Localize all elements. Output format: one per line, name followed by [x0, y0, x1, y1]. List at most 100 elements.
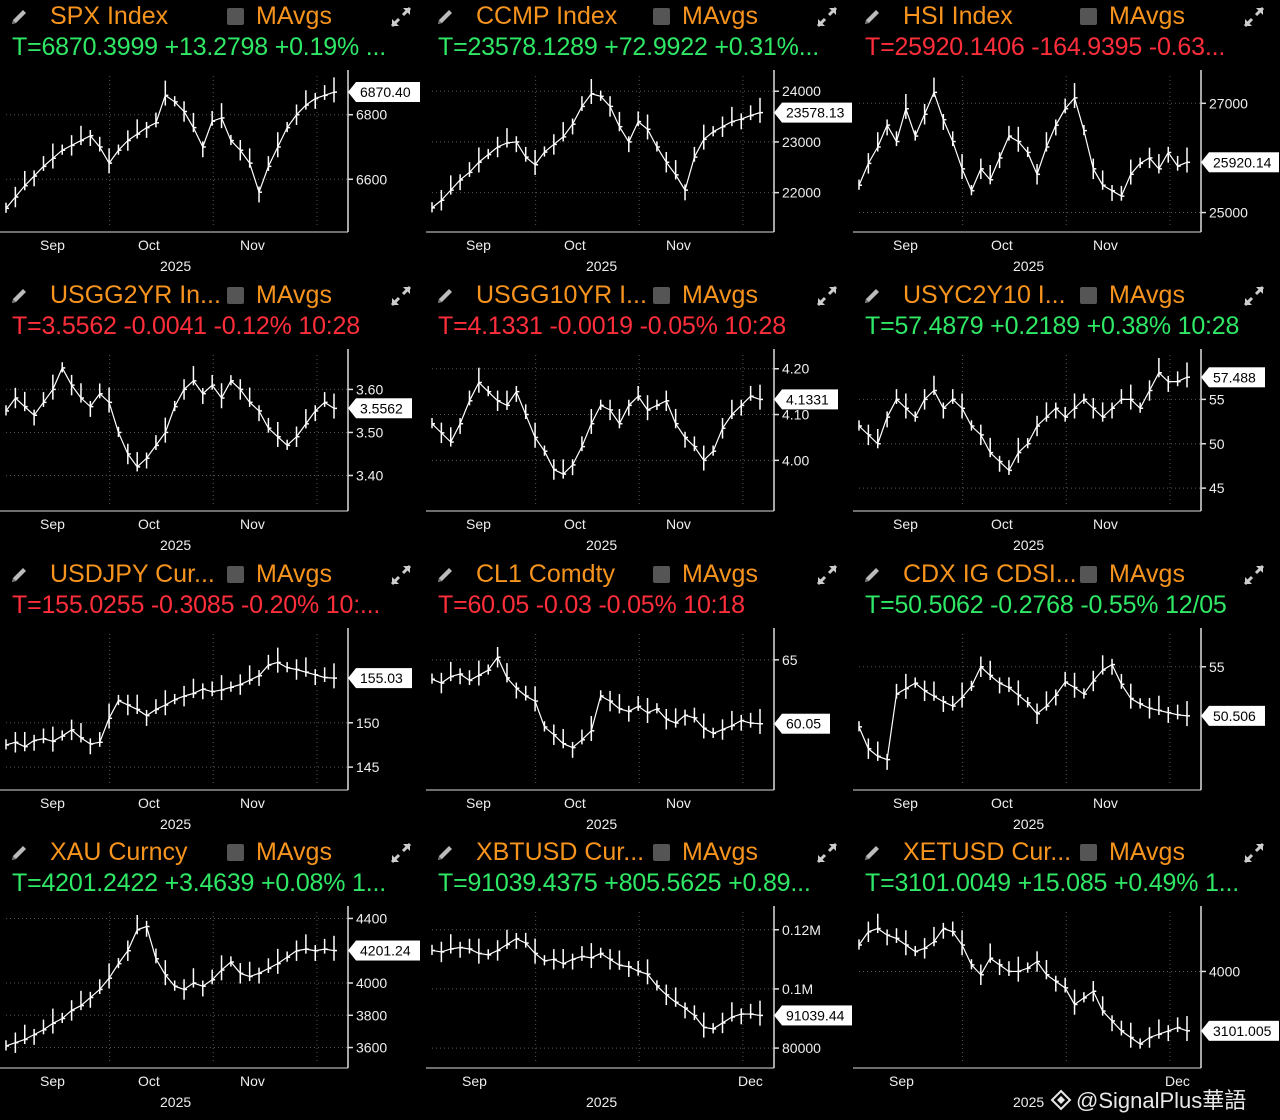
expand-icon[interactable]	[388, 283, 414, 309]
expand-icon[interactable]	[814, 4, 840, 30]
expand-icon[interactable]	[814, 562, 840, 588]
chart-panel[interactable]: CL1 Comdty MAvgs T=60.05 -0.03 -0.05% 10…	[426, 558, 852, 837]
expand-icon[interactable]	[1241, 562, 1267, 588]
mavgs-label[interactable]: MAvgs	[256, 560, 332, 588]
price-chart[interactable]: 4000 3101.005 Sep Dec 2025	[853, 904, 1279, 1115]
last-price-label: 4201.24	[360, 943, 411, 959]
checkbox-icon[interactable]	[227, 844, 244, 861]
price-chart[interactable]: 55 50.506 Sep Oct Nov 2025	[853, 626, 1279, 837]
pencil-icon[interactable]	[434, 842, 456, 864]
price-chart[interactable]: 65 60.05 Sep Oct Nov 2025	[426, 626, 852, 837]
price-marker	[782, 1005, 852, 1026]
pencil-icon[interactable]	[434, 285, 456, 307]
chart-panel[interactable]: XBTUSD Cur... MAvgs T=91039.4375 +805.56…	[426, 836, 852, 1115]
security-title[interactable]: XAU Curncy	[50, 838, 188, 866]
quote-line: T=50.5062 -0.2768 -0.55% 12/05	[865, 591, 1227, 619]
mavgs-label[interactable]: MAvgs	[256, 281, 332, 309]
pencil-icon[interactable]	[8, 564, 30, 586]
mavgs-label[interactable]: MAvgs	[256, 838, 332, 866]
security-title[interactable]: USGG2YR In...	[50, 281, 221, 309]
price-marker	[356, 398, 412, 419]
price-chart[interactable]: 3.60 3.50 3.40 3.5562 Sep Oct Nov 2025	[0, 347, 426, 558]
price-chart[interactable]: 150 145 155.03 Sep Oct Nov 2025	[0, 626, 426, 837]
price-chart[interactable]: 24000 23000 22000 23578.13 Sep Oct Nov 2025	[426, 68, 852, 279]
checkbox-icon[interactable]	[227, 287, 244, 304]
security-title[interactable]: XETUSD Cur...	[903, 838, 1072, 866]
security-title[interactable]: CCMP Index	[476, 2, 618, 30]
quote-line: T=4201.2422 +3.4639 +0.08% 1...	[12, 869, 386, 897]
mavgs-label[interactable]: MAvgs	[682, 2, 758, 30]
mavgs-label[interactable]: MAvgs	[682, 281, 758, 309]
security-title[interactable]: HSI Index	[903, 2, 1013, 30]
security-title[interactable]: SPX Index	[50, 2, 169, 30]
expand-icon[interactable]	[814, 840, 840, 866]
mavgs-label[interactable]: MAvgs	[1109, 2, 1185, 30]
chart-panel[interactable]: USGG10YR I... MAvgs T=4.1331 -0.0019 -0.…	[426, 279, 852, 558]
price-chart[interactable]: 6800 6600 6870.40 Sep Oct Nov 2025	[0, 68, 426, 279]
pencil-icon[interactable]	[8, 285, 30, 307]
x-tick-label: Sep	[893, 516, 918, 532]
security-title[interactable]: XBTUSD Cur...	[476, 838, 645, 866]
mavgs-label[interactable]: MAvgs	[682, 560, 758, 588]
pencil-icon[interactable]	[8, 842, 30, 864]
security-title[interactable]: CDX IG CDSI...	[903, 560, 1077, 588]
price-chart[interactable]: 55 50 45 57.488 Sep Oct Nov 2025	[853, 347, 1279, 558]
expand-icon[interactable]	[1241, 840, 1267, 866]
chart-panel[interactable]: XETUSD Cur... MAvgs T=3101.0049 +15.085 …	[853, 836, 1279, 1115]
expand-icon[interactable]	[814, 283, 840, 309]
checkbox-icon[interactable]	[653, 8, 670, 25]
mavgs-label[interactable]: MAvgs	[1109, 281, 1185, 309]
chart-panel[interactable]: USDJPY Cur... MAvgs T=155.0255 -0.3085 -…	[0, 558, 426, 837]
chart-panel[interactable]: USYC2Y10 I... MAvgs T=57.4879 +0.2189 +0…	[853, 279, 1279, 558]
chart-panel[interactable]: USGG2YR In... MAvgs T=3.5562 -0.0041 -0.…	[0, 279, 426, 558]
chart-panel[interactable]: HSI Index MAvgs T=25920.1406 -164.9395 -…	[853, 0, 1279, 279]
price-chart[interactable]: 0.12M 0.1M 80000 91039.44 Sep Dec 2025	[426, 904, 852, 1115]
checkbox-icon[interactable]	[653, 566, 670, 583]
expand-icon[interactable]	[388, 4, 414, 30]
expand-icon[interactable]	[388, 840, 414, 866]
security-title[interactable]: CL1 Comdty	[476, 560, 615, 588]
pencil-icon[interactable]	[434, 564, 456, 586]
security-title[interactable]: USGG10YR I...	[476, 281, 647, 309]
expand-icon[interactable]	[1241, 4, 1267, 30]
checkbox-icon[interactable]	[1080, 287, 1097, 304]
pencil-icon[interactable]	[861, 842, 883, 864]
pencil-icon[interactable]	[8, 6, 30, 28]
chart-panel[interactable]: SPX Index MAvgs T=6870.3999 +13.2798 +0.…	[0, 0, 426, 279]
checkbox-icon[interactable]	[653, 844, 670, 861]
year-label: 2025	[1013, 537, 1044, 553]
security-title[interactable]: USDJPY Cur...	[50, 560, 215, 588]
mavgs-label[interactable]: MAvgs	[256, 2, 332, 30]
checkbox-icon[interactable]	[1080, 566, 1097, 583]
mavgs-label[interactable]: MAvgs	[1109, 838, 1185, 866]
y-tick-label: 4000	[1209, 963, 1240, 979]
chart-panel[interactable]: CCMP Index MAvgs T=23578.1289 +72.9922 +…	[426, 0, 852, 279]
panel-header: USGG10YR I... MAvgs	[426, 279, 852, 311]
x-tick-label: Sep	[893, 795, 918, 811]
security-title[interactable]: USYC2Y10 I...	[903, 281, 1066, 309]
pencil-icon[interactable]	[861, 285, 883, 307]
checkbox-icon[interactable]	[653, 287, 670, 304]
expand-icon[interactable]	[1241, 283, 1267, 309]
checkbox-icon[interactable]	[227, 566, 244, 583]
price-chart[interactable]: 4.20 4.10 4.00 4.1331 Sep Oct Nov 2025	[426, 347, 852, 558]
y-tick-label: 3.40	[356, 467, 383, 483]
x-tick-label: Nov	[1093, 237, 1118, 253]
expand-icon[interactable]	[388, 562, 414, 588]
y-tick-label: 150	[356, 715, 380, 731]
mavgs-label[interactable]: MAvgs	[1109, 560, 1185, 588]
checkbox-icon[interactable]	[227, 8, 244, 25]
pencil-icon[interactable]	[861, 6, 883, 28]
checkbox-icon[interactable]	[1080, 8, 1097, 25]
checkbox-icon[interactable]	[1080, 844, 1097, 861]
chart-panel[interactable]: CDX IG CDSI... MAvgs T=50.5062 -0.2768 -…	[853, 558, 1279, 837]
x-tick-label: Oct	[564, 237, 586, 253]
pencil-icon[interactable]	[434, 6, 456, 28]
price-chart[interactable]: 4400 4000 3800 3600 4201.24 Sep Oct Nov 2025	[0, 904, 426, 1115]
chart-panel[interactable]: XAU Curncy MAvgs T=4201.2422 +3.4639 +0.…	[0, 836, 426, 1115]
year-label: 2025	[160, 537, 191, 553]
mavgs-label[interactable]: MAvgs	[682, 838, 758, 866]
last-price-label: 3.5562	[360, 400, 403, 416]
price-chart[interactable]: 27000 25000 25920.14 Sep Oct Nov 2025	[853, 68, 1279, 279]
pencil-icon[interactable]	[861, 564, 883, 586]
